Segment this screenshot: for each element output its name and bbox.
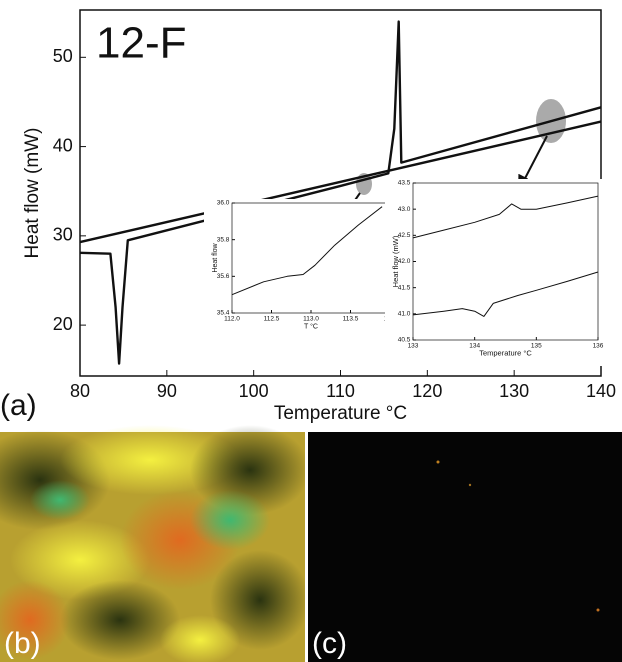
inset-background <box>385 179 606 366</box>
x-axis-label: T °C <box>304 322 318 330</box>
speck <box>468 483 472 487</box>
data-line <box>231 206 383 296</box>
y-axis-label: Heat flow (mW) <box>22 128 43 259</box>
y-tick-label: 35.6 <box>217 273 230 280</box>
y-tick-label: 43.0 <box>398 206 411 213</box>
x-axis-label: Temperature °C <box>479 349 532 358</box>
x-tick-label: 112.0 <box>224 316 240 323</box>
y-tick-label: 40.5 <box>398 337 411 344</box>
x-tick-label: 110 <box>326 381 355 401</box>
y-tick-label: 42.0 <box>398 258 411 265</box>
y-tick-label: 43.5 <box>398 180 411 187</box>
y-tick-label: 20 <box>53 314 73 334</box>
y-tick-label: 41.5 <box>398 284 411 291</box>
data-line <box>412 195 599 239</box>
x-tick-label: 136 <box>593 343 604 350</box>
x-tick-label: 130 <box>499 381 529 401</box>
y-tick-label: 36.0 <box>217 200 230 207</box>
panel-label: (b) <box>4 627 41 660</box>
x-axis-label: Temperature °C <box>274 403 407 424</box>
y-tick-label: 41.0 <box>398 311 411 318</box>
panel-label: (a) <box>0 389 37 422</box>
x-tick-label: 90 <box>157 381 177 401</box>
micrograph-b <box>0 425 310 662</box>
y-tick-label: 50 <box>53 46 73 66</box>
y-tick-label: 35.4 <box>217 310 230 317</box>
x-tick-label: 80 <box>70 381 90 401</box>
x-tick-label: 100 <box>239 381 269 401</box>
inset-background <box>204 199 398 339</box>
speck <box>596 608 600 612</box>
x-tick-label: 135 <box>531 343 542 350</box>
micrograph-c <box>308 432 622 662</box>
x-tick-label: 134 <box>469 343 480 350</box>
speck <box>436 460 440 464</box>
annotation: 12-F <box>96 19 186 68</box>
x-tick-label: 133 <box>408 343 419 350</box>
x-tick-label: 113.5 <box>343 316 359 323</box>
divider <box>305 432 308 662</box>
y-tick-label: 35.8 <box>217 236 230 243</box>
y-axis-label: Heat flow (mW) <box>391 235 400 287</box>
y-tick-label: 42.5 <box>398 232 411 239</box>
y-tick-label: 30 <box>53 225 73 245</box>
y-tick-label: 40 <box>53 135 73 155</box>
data-line <box>412 271 599 317</box>
x-tick-label: 112.5 <box>264 316 280 323</box>
panel-label: (c) <box>312 627 347 660</box>
x-tick-label: 113.0 <box>303 316 319 323</box>
y-axis-label: Heat flow <box>212 242 219 272</box>
data-line <box>79 120 602 244</box>
x-tick-label: 120 <box>412 381 442 401</box>
x-tick-label: 140 <box>586 381 616 401</box>
